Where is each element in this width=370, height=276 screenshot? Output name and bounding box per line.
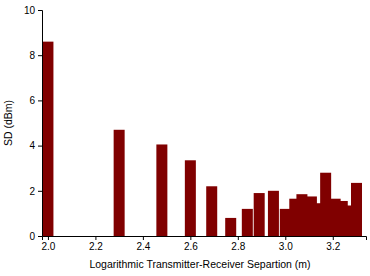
y-axis-line: [38, 11, 43, 237]
x-axis: 2.0 2.2 2.4 2.6 2.8 3.0 3.2: [41, 236, 366, 252]
bar: [280, 209, 291, 236]
y-axis-title: SD (dBm): [2, 100, 14, 146]
y-tick: 10: [24, 5, 42, 16]
x-tick-mark: [333, 236, 334, 240]
x-tick-label: 3.2: [326, 241, 340, 252]
x-tick-label: 2.0: [41, 241, 55, 252]
x-tick-mark: [238, 236, 239, 240]
y-tick-mark: [38, 191, 42, 192]
x-tick: 2.0: [41, 236, 55, 252]
bar: [156, 144, 167, 236]
y-tick-label: 2: [29, 186, 35, 197]
x-tick: 2.8: [231, 236, 245, 252]
y-tick-label: 0: [29, 231, 35, 242]
x-tick-label: 2.4: [136, 241, 150, 252]
x-tick-mark: [143, 236, 144, 240]
x-tick-mark: [95, 236, 96, 240]
bar: [42, 42, 53, 236]
x-tick-label: 2.6: [184, 241, 198, 252]
bar: [296, 194, 307, 236]
x-tick-label: 2.8: [231, 241, 245, 252]
y-tick-label: 8: [29, 50, 35, 61]
x-tick: 3.2: [326, 236, 340, 252]
x-tick: 2.4: [136, 236, 150, 252]
x-tick-label: 3.0: [279, 241, 293, 252]
x-tick: 2.6: [184, 236, 198, 252]
bar: [254, 193, 265, 236]
bars: [42, 42, 362, 236]
chart: 2.0 2.2 2.4 2.6 2.8 3.0 3.2 0 2 4 6 8 10 Logarithmic …: [0, 0, 370, 276]
y-tick: 8: [29, 50, 42, 61]
x-tick: 2.2: [89, 236, 103, 252]
y-tick: 6: [29, 95, 42, 106]
bar: [342, 205, 353, 236]
plot: 2.0 2.2 2.4 2.6 2.8 3.0 3.2 0 2 4 6 8 10: [24, 5, 367, 252]
x-tick-label: 2.2: [89, 241, 103, 252]
bar: [225, 218, 236, 236]
y-tick: 0: [29, 231, 42, 242]
y-tick-mark: [38, 100, 42, 101]
x-tick-mark: [190, 236, 191, 240]
y-tick-mark: [38, 10, 42, 11]
y-tick-label: 10: [24, 5, 36, 16]
bar: [114, 130, 125, 236]
y-tick-mark: [38, 146, 42, 147]
bar: [185, 160, 196, 236]
x-tick-mark: [285, 236, 286, 240]
y-tick-mark: [38, 55, 42, 56]
y-tick: 4: [29, 140, 42, 151]
y-axis: 0 2 4 6 8 10: [24, 5, 43, 242]
x-tick: 3.0: [279, 236, 293, 252]
x-axis-line: [43, 237, 367, 241]
y-tick: 2: [29, 186, 42, 197]
y-tick-mark: [38, 236, 42, 237]
y-tick-label: 6: [29, 95, 35, 106]
y-tick-label: 4: [29, 140, 35, 151]
bar: [320, 173, 331, 236]
x-tick-mark: [48, 236, 49, 240]
bar: [242, 209, 253, 236]
bar: [351, 183, 362, 236]
x-axis-title: Logarithmic Transmitter-Receiver Separti…: [89, 258, 310, 270]
bar: [206, 186, 217, 236]
bar: [268, 191, 279, 236]
